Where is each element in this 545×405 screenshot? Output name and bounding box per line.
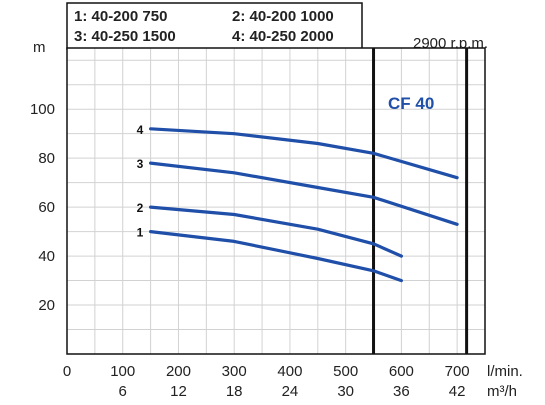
curves bbox=[149, 127, 459, 283]
x2-tick-label: 6 bbox=[119, 383, 127, 400]
x2-tick-label: 42 bbox=[449, 383, 466, 400]
legend-box: 1: 40-200 750 2: 40-200 1000 3: 40-250 1… bbox=[66, 2, 363, 50]
series-line-2 bbox=[149, 205, 403, 258]
x-tick-label: 300 bbox=[222, 363, 247, 380]
y-tick-label: 40 bbox=[38, 248, 55, 265]
x-tick-label: 200 bbox=[166, 363, 191, 380]
x-tick-label: 400 bbox=[277, 363, 302, 380]
x-axis-label-secondary: m³/h bbox=[487, 383, 517, 400]
y-axis-label: m bbox=[33, 39, 46, 56]
legend-entry-4: 4: 40-250 2000 bbox=[232, 28, 334, 45]
plot-border bbox=[66, 47, 486, 355]
x2-tick-label: 12 bbox=[170, 383, 187, 400]
plot-frame bbox=[66, 47, 486, 355]
vertical-lines bbox=[372, 48, 469, 354]
grid bbox=[67, 48, 485, 354]
series-label-3: 3 bbox=[137, 157, 144, 171]
series-label-2: 2 bbox=[137, 201, 144, 215]
legend-entry-1: 1: 40-200 750 bbox=[74, 8, 167, 25]
x-ticks: 0 100 200 300 400 500 600 700 6 12 18 24 30 36 42 bbox=[63, 363, 470, 400]
series-label-1: 1 bbox=[137, 226, 144, 240]
model-badge: CF 40 bbox=[388, 94, 434, 113]
x-tick-label: 0 bbox=[63, 363, 71, 380]
x-tick-label: 100 bbox=[110, 363, 135, 380]
x-tick-label: 600 bbox=[389, 363, 414, 380]
series-line-1 bbox=[149, 230, 403, 283]
x2-tick-label: 18 bbox=[226, 383, 243, 400]
legend-entry-3: 3: 40-250 1500 bbox=[74, 28, 176, 45]
y-tick-label: 20 bbox=[38, 297, 55, 314]
series-line-3 bbox=[149, 161, 459, 226]
x2-tick-label: 30 bbox=[337, 383, 354, 400]
y-tick-label: 60 bbox=[38, 199, 55, 216]
series-label-4: 4 bbox=[137, 123, 144, 137]
y-ticks: 20 40 60 80 100 bbox=[30, 101, 55, 314]
x-axis-label-primary: l/min. bbox=[487, 363, 523, 380]
y-tick-label: 80 bbox=[38, 150, 55, 167]
x-tick-label: 700 bbox=[445, 363, 470, 380]
x-tick-label: 500 bbox=[333, 363, 358, 380]
legend-entry-2: 2: 40-200 1000 bbox=[232, 8, 334, 25]
plot-background bbox=[67, 48, 485, 354]
series-line-4 bbox=[149, 127, 459, 180]
x2-tick-label: 36 bbox=[393, 383, 410, 400]
x2-tick-label: 24 bbox=[282, 383, 299, 400]
curve-labels: 1 2 3 4 bbox=[137, 123, 144, 240]
y-tick-label: 100 bbox=[30, 101, 55, 118]
